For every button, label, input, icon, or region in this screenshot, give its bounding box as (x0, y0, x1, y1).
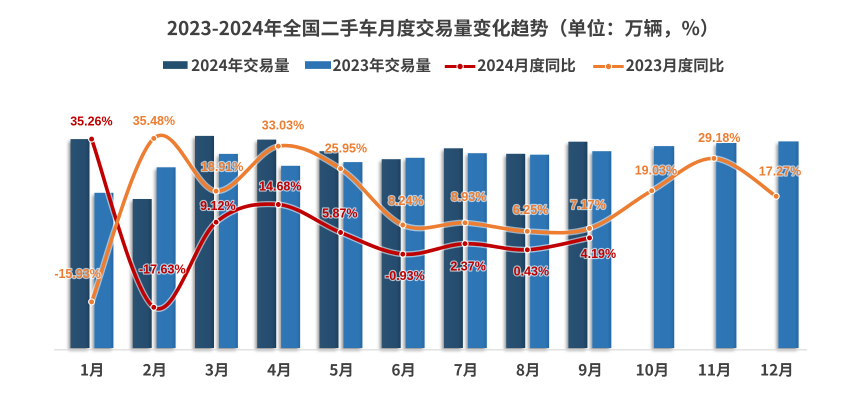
svg-text:29.18%: 29.18% (698, 131, 740, 145)
svg-text:5.87%: 5.87% (322, 207, 357, 221)
svg-text:9.12%: 9.12% (200, 199, 235, 213)
svg-text:-15.93%: -15.93% (54, 267, 101, 281)
svg-text:35.26%: 35.26% (70, 115, 112, 129)
svg-text:8.93%: 8.93% (451, 190, 486, 204)
svg-text:25.95%: 25.95% (325, 141, 367, 155)
svg-text:35.48%: 35.48% (133, 114, 175, 128)
svg-text:-17.63%: -17.63% (139, 262, 186, 276)
svg-text:7.17%: 7.17% (570, 198, 605, 212)
svg-text:8.24%: 8.24% (388, 194, 423, 208)
svg-text:-0.93%: -0.93% (385, 269, 425, 283)
svg-text:18.91%: 18.91% (201, 160, 243, 174)
svg-text:6.25%: 6.25% (513, 203, 548, 217)
svg-text:2.37%: 2.37% (450, 259, 485, 273)
svg-text:33.03%: 33.03% (262, 119, 304, 133)
svg-text:14.68%: 14.68% (259, 179, 301, 193)
svg-text:4.19%: 4.19% (581, 247, 616, 261)
svg-text:19.03%: 19.03% (635, 164, 677, 178)
svg-text:17.27%: 17.27% (759, 165, 801, 179)
svg-text:0.43%: 0.43% (514, 264, 549, 278)
